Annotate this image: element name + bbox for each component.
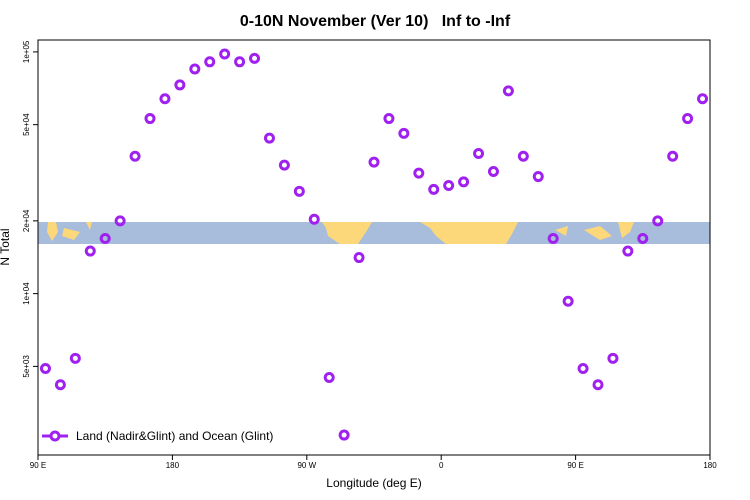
- point: [263, 132, 275, 144]
- land: [555, 222, 634, 240]
- point: [652, 215, 664, 227]
- point: [174, 79, 186, 91]
- point: [69, 352, 81, 364]
- point: [682, 113, 694, 125]
- chart-title: 0-10N November (Ver 10) Inf to -Inf: [240, 13, 511, 30]
- x-tick-label: 180: [703, 461, 717, 470]
- point: [502, 85, 514, 97]
- point: [129, 150, 141, 162]
- x-tick-label: 90 E: [30, 461, 46, 470]
- point: [84, 245, 96, 257]
- point: [159, 93, 171, 105]
- y-tick-label: 1e+04: [22, 282, 31, 305]
- point: [368, 156, 380, 168]
- point: [428, 183, 440, 195]
- point: [353, 252, 365, 264]
- point: [577, 363, 589, 375]
- x-axis-label: Longitude (deg E): [326, 476, 421, 490]
- land: [47, 222, 92, 241]
- ocean-band: [38, 222, 710, 244]
- y-tick-label: 2e+04: [22, 209, 31, 232]
- x-tick-label: 90 E: [567, 461, 583, 470]
- point: [234, 56, 246, 68]
- point: [697, 93, 709, 105]
- y-tick-label: 5e+03: [22, 355, 31, 378]
- point: [398, 127, 410, 139]
- point: [517, 150, 529, 162]
- point: [562, 295, 574, 307]
- point: [99, 233, 111, 245]
- point: [473, 147, 485, 159]
- point: [413, 167, 425, 179]
- point: [338, 429, 350, 441]
- point: [607, 352, 619, 364]
- point: [637, 233, 649, 245]
- point: [144, 113, 156, 125]
- point: [458, 176, 470, 188]
- point: [219, 48, 231, 60]
- y-tick-label: 5e+04: [22, 113, 31, 136]
- point: [443, 180, 455, 192]
- point: [39, 363, 51, 375]
- point: [487, 166, 499, 178]
- point: [293, 185, 305, 197]
- land: [322, 222, 372, 244]
- point: [592, 379, 604, 391]
- point: [189, 63, 201, 75]
- point: [278, 159, 290, 171]
- legend-label: Land (Nadir&Glint) and Ocean (Glint): [76, 429, 273, 443]
- point: [114, 215, 126, 227]
- point: [532, 171, 544, 183]
- point: [54, 379, 66, 391]
- x-tick-label: 180: [166, 461, 180, 470]
- land: [420, 222, 518, 244]
- point: [667, 150, 679, 162]
- point: [249, 52, 261, 64]
- x-tick-label: 90 W: [297, 461, 316, 470]
- y-axis-label: N Total: [0, 228, 12, 265]
- legend-marker: [49, 430, 61, 442]
- x-tick-label: 0: [439, 461, 444, 470]
- map-band: [38, 222, 710, 244]
- point: [323, 371, 335, 383]
- point: [204, 56, 216, 68]
- point: [547, 233, 559, 245]
- point: [622, 245, 634, 257]
- point: [383, 113, 395, 125]
- y-tick-label: 1e+05: [22, 40, 31, 63]
- plot-frame: [37, 39, 711, 456]
- point: [308, 213, 320, 225]
